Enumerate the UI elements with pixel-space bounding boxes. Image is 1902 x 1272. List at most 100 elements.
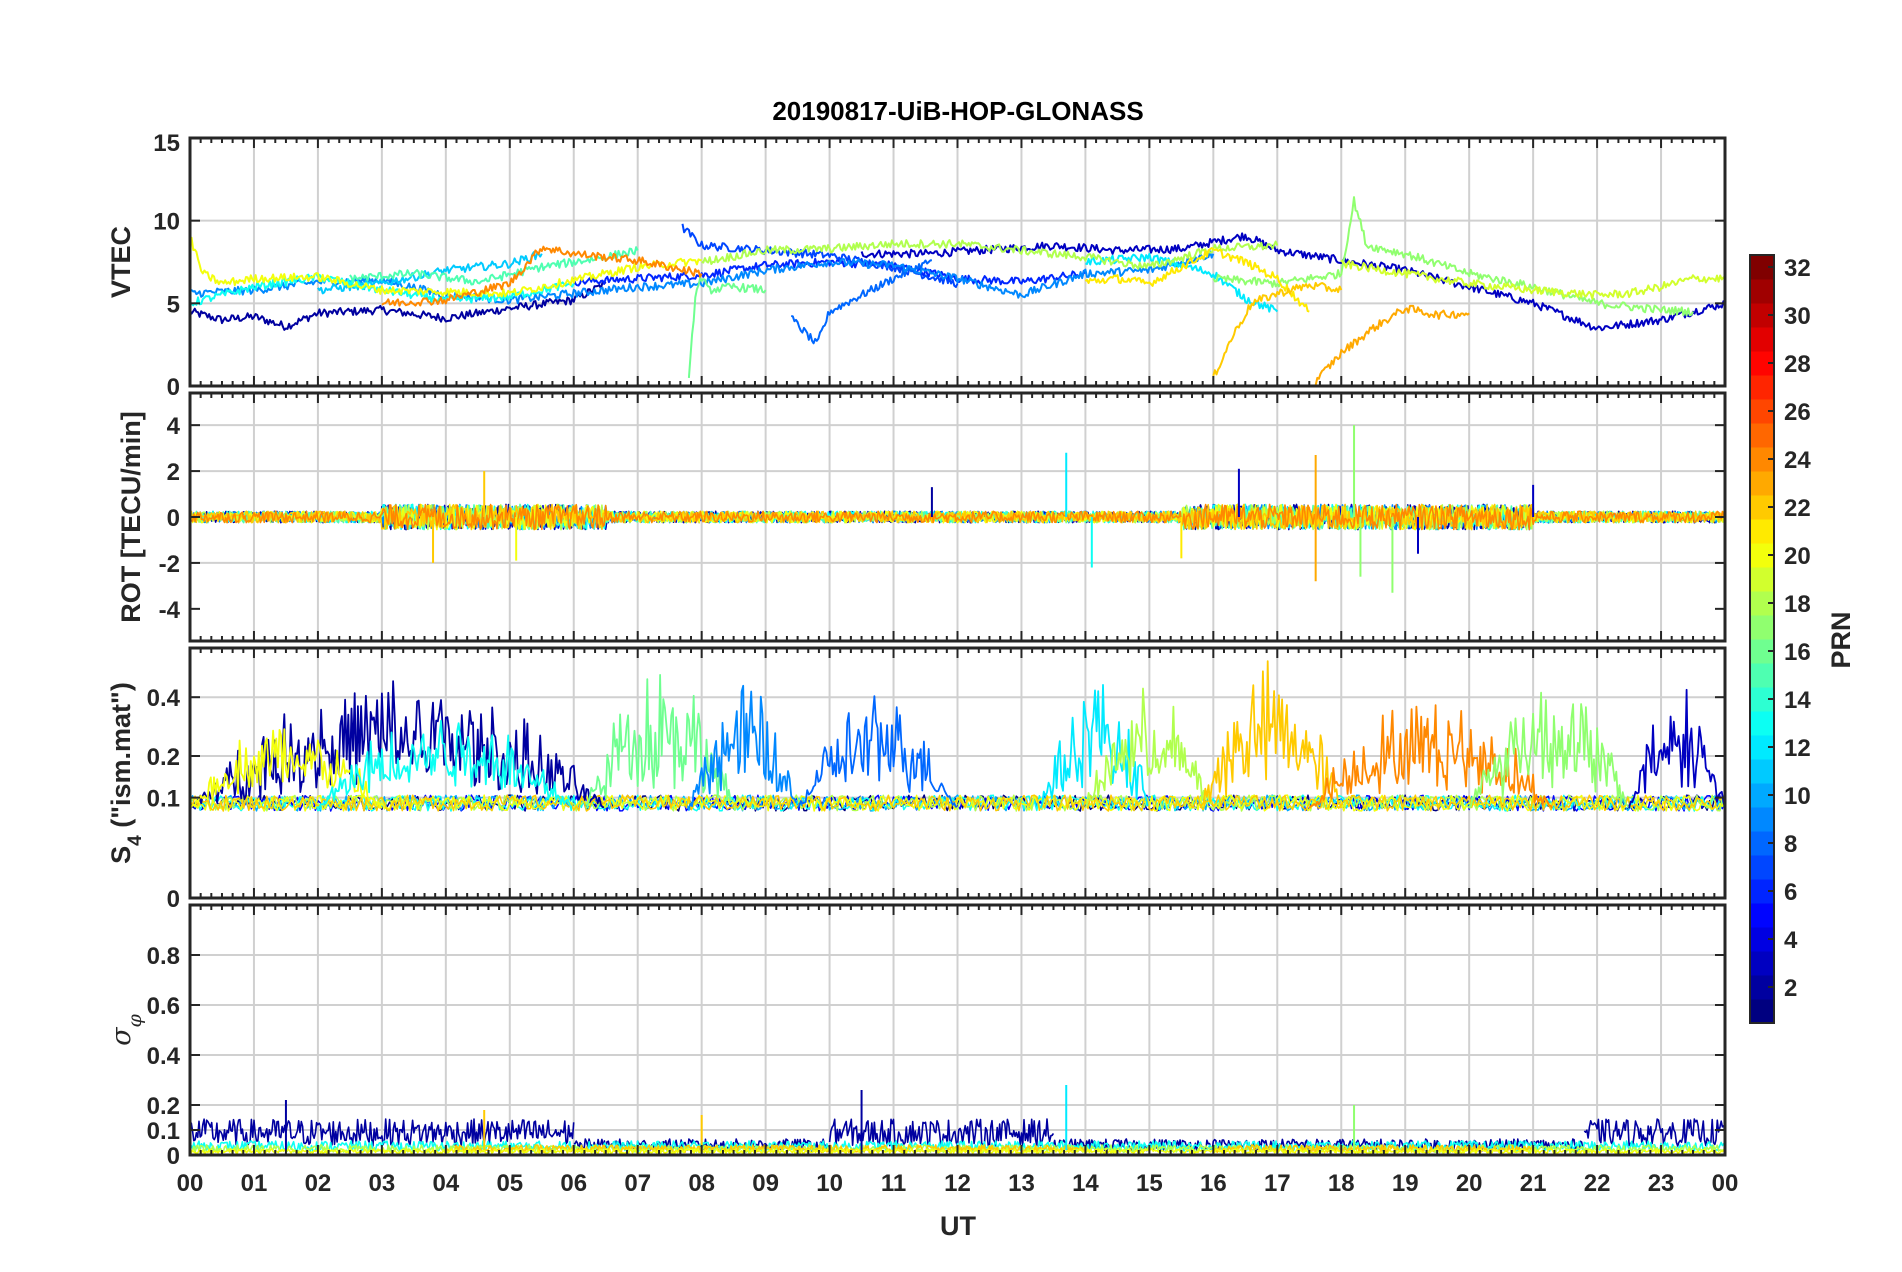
colorbar-tick-label: 22 [1784, 495, 1811, 522]
x-tick-label: 22 [1584, 1170, 1611, 1197]
vtec-series-prn-24 [381, 245, 703, 307]
y-axis-label: ROT [TECU/min] [116, 411, 146, 622]
s4-series-prn-18 [1084, 687, 1213, 809]
colorbar-tick-label: 24 [1784, 447, 1811, 474]
sigma-series-prn-2 [190, 1118, 575, 1147]
colorbar-tick-label: 12 [1784, 735, 1811, 762]
s4-series-prn-13 [317, 719, 573, 809]
x-tick-label: 00 [177, 1170, 204, 1197]
x-tick-label: 14 [1072, 1170, 1099, 1197]
y-tick-label: 0 [167, 505, 180, 532]
colorbar-swatch [1750, 807, 1774, 832]
x-ticks [189, 648, 1726, 899]
vtec-series-prn-20 [190, 236, 702, 298]
rot-series-prn-22 [190, 503, 1725, 531]
y-tick-label: 0.6 [147, 993, 180, 1020]
s4-baseline-prn-20 [190, 794, 1725, 812]
x-tick-label: 21 [1520, 1170, 1547, 1197]
colorbar-swatch [1750, 375, 1774, 400]
s4-series-prn-22 [1199, 660, 1343, 809]
s4-series-prn-16 [585, 674, 733, 809]
x-tick-label: 13 [1008, 1170, 1035, 1197]
y-tick-label: 0.4 [147, 1043, 181, 1070]
y-tick-label: 0 [167, 374, 180, 401]
vtec-series-prn-16 [687, 277, 767, 378]
y-axis-label: S4 ("ism.mat") [106, 682, 146, 864]
panel-3: 0 0.1 0.2 0.4S4 ("ism.mat") [106, 646, 1727, 913]
vtec-series-prn-3 [860, 232, 1725, 332]
x-ticks [189, 905, 1726, 1156]
y-tick-label: 2 [167, 459, 180, 486]
vtec-series-prn-9 [190, 250, 1215, 305]
rot-series-prn-24 [190, 503, 1725, 531]
data-series [190, 196, 1725, 386]
y-tick-label: 0.8 [147, 943, 180, 970]
colorbar-tick-label: 32 [1784, 255, 1811, 282]
colorbar-swatch [1750, 663, 1774, 688]
y-tick-label: 4 [167, 413, 181, 440]
x-tick-label: 20 [1456, 1170, 1483, 1197]
x-tick-label: 09 [752, 1170, 779, 1197]
colorbar-tick-label: 16 [1784, 639, 1811, 666]
x-tick-label: 04 [432, 1170, 459, 1197]
y-tick-label: 0 [167, 1143, 180, 1170]
s4-series-prn-17 [1468, 691, 1630, 809]
data-series [190, 660, 1725, 812]
x-tick-label: 10 [816, 1170, 843, 1197]
y-tick-label: -2 [159, 551, 180, 578]
colorbar-swatch [1750, 711, 1774, 736]
colorbar-tick-label: 4 [1784, 927, 1798, 954]
y-tick-label: 0 [167, 886, 180, 913]
vtec-series-prn-21 [1084, 247, 1310, 313]
x-tick-label: 23 [1648, 1170, 1675, 1197]
colorbar-tick-label: 14 [1784, 687, 1811, 714]
colorbar-swatch [1750, 567, 1774, 592]
panel-2: -4 -2 0 2 4 ROT [TECU/min] [116, 391, 1727, 643]
data-series [190, 425, 1725, 593]
y-tick-label: 5 [167, 291, 180, 318]
colorbar-tick-label: 2 [1784, 975, 1797, 1002]
panel-1: 0 5 10 15 VTEC [106, 130, 1727, 401]
x-tick-label: 02 [305, 1170, 332, 1197]
y-axis-label: σφ [106, 1013, 146, 1045]
colorbar-tick-label: 28 [1784, 351, 1811, 378]
x-ticks [189, 393, 1726, 641]
x-tick-label: 15 [1136, 1170, 1163, 1197]
y-tick-label: -4 [159, 597, 181, 624]
vtec-series-prn-15 [349, 246, 639, 286]
x-tick-label: 18 [1328, 1170, 1355, 1197]
colorbar-tick-label: 10 [1784, 783, 1811, 810]
colorbar-swatch [1750, 519, 1774, 544]
colorbar-swatch [1750, 999, 1774, 1024]
x-tick-label: 08 [688, 1170, 715, 1197]
x-tick-label: 07 [624, 1170, 651, 1197]
vtec-series-prn-23 [1314, 304, 1470, 386]
colorbar-swatch [1750, 327, 1774, 352]
s4-series-prn-3 [1628, 688, 1725, 809]
colorbar-tick-label: 18 [1784, 591, 1811, 618]
sigma-series-prn-2 [1583, 1118, 1725, 1147]
vtec-series-prn-8 [791, 259, 932, 345]
vtec-series-prn-18 [701, 239, 1279, 270]
s4-series-prn-24 [1308, 704, 1554, 809]
x-tick-label: 11 [881, 1170, 906, 1197]
panel-4: 00.10.2 0.4 0.6 0.8 σφ 00 01 02 03 04 05 06 07 08 09 10… [106, 903, 1738, 1197]
colorbar-swatch [1750, 471, 1774, 496]
y-tick-label: 0.4 [147, 685, 181, 712]
colorbar-swatch [1750, 903, 1774, 928]
x-ticks [189, 137, 1726, 387]
vtec-series-prn-17 [1212, 196, 1694, 317]
colorbar-swatch [1750, 855, 1774, 880]
s4-series-prn-20 [190, 728, 383, 809]
x-tick-label: 06 [560, 1170, 587, 1197]
y-tick-label: 0.2 [147, 744, 180, 771]
x-tick-label: 17 [1264, 1170, 1291, 1197]
y-tick-label: 0.1 [147, 1118, 180, 1145]
colorbar-frame [1749, 254, 1775, 1024]
colorbar-label: PRN [1826, 611, 1856, 668]
s4-baseline-prn-22 [190, 794, 1725, 812]
x-tick-label: 01 [241, 1170, 268, 1197]
x-tick-label: 16 [1200, 1170, 1227, 1197]
